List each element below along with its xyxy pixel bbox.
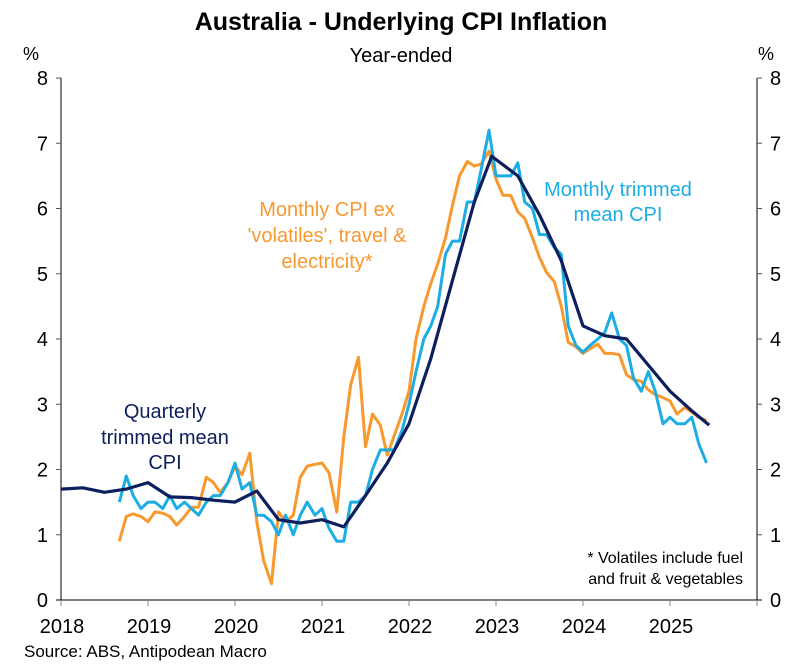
y-tick-label-left: 4 — [37, 329, 48, 351]
y-tick-label-left: 5 — [37, 264, 48, 286]
series-line-monthly-cpi-ex-volatiles — [117, 149, 708, 586]
y-tick-label-left: 2 — [37, 460, 48, 482]
y-tick-label-right: 6 — [770, 199, 781, 221]
x-tick-label: 2024 — [562, 616, 607, 638]
label-quarterly-line-2: trimmed mean — [101, 427, 229, 449]
y-tick-label-right: 1 — [770, 525, 781, 547]
source-note: Source: ABS, Antipodean Macro — [24, 642, 267, 661]
label-monthly-trimmed-mean: Monthly trimmed mean CPI — [544, 179, 692, 226]
label-quarterly-line-1: Quarterly — [124, 401, 206, 423]
label-quarterly-trimmed-mean: Quarterly trimmed mean CPI — [101, 401, 229, 474]
chart-subtitle: Year-ended — [350, 45, 453, 67]
x-tick-label: 2018 — [40, 616, 85, 638]
x-tick-label: 2025 — [649, 616, 694, 638]
y-tick-label-right: 5 — [770, 264, 781, 286]
y-tick-label-right: 8 — [770, 68, 781, 90]
series-layer — [60, 128, 711, 586]
y-tick-label-right: 2 — [770, 460, 781, 482]
label-ex-volatiles-line-1: Monthly CPI ex — [259, 199, 395, 221]
x-tick-label: 2023 — [475, 616, 520, 638]
y-tick-label-left: 7 — [37, 133, 48, 155]
footnote-line-1: * Volatiles include fuel — [587, 550, 743, 567]
y-tick-label-left: 1 — [37, 525, 48, 547]
y-tick-label-right: 0 — [770, 590, 781, 612]
x-tick-label: 2021 — [301, 616, 346, 638]
label-monthly-ex-volatiles: Monthly CPI ex 'volatiles', travel & ele… — [248, 199, 407, 273]
right-axis-unit: % — [758, 44, 774, 64]
label-ex-volatiles-line-3: electricity* — [281, 251, 372, 273]
label-monthly-trimmed-line-1: Monthly trimmed — [544, 179, 692, 201]
y-tick-label-left: 8 — [37, 68, 48, 90]
x-tick-label: 2022 — [388, 616, 433, 638]
y-tick-label-right: 4 — [770, 329, 781, 351]
y-tick-label-left: 6 — [37, 199, 48, 221]
series-line-quarterly-trimmed-mean — [60, 154, 711, 529]
y-tick-label-right: 3 — [770, 394, 781, 416]
chart-title: Australia - Underlying CPI Inflation — [195, 8, 608, 36]
series-line-monthly-trimmed-mean — [117, 128, 708, 543]
left-axis-unit: % — [23, 44, 39, 64]
y-tick-label-left: 0 — [37, 590, 48, 612]
footnote-line-2: and fruit & vegetables — [588, 571, 743, 588]
label-monthly-trimmed-line-2: mean CPI — [574, 204, 663, 226]
label-ex-volatiles-line-2: 'volatiles', travel & — [248, 225, 407, 247]
x-tick-label: 2019 — [127, 616, 172, 638]
y-tick-label-left: 3 — [37, 394, 48, 416]
x-tick-label: 2020 — [214, 616, 259, 638]
label-quarterly-line-3: CPI — [148, 452, 181, 474]
y-tick-label-right: 7 — [770, 133, 781, 155]
axes: 0 0 1 1 2 2 3 3 4 4 5 5 6 6 7 7 8 8 2018 2019 2020 2021 2022 20… — [37, 68, 781, 638]
